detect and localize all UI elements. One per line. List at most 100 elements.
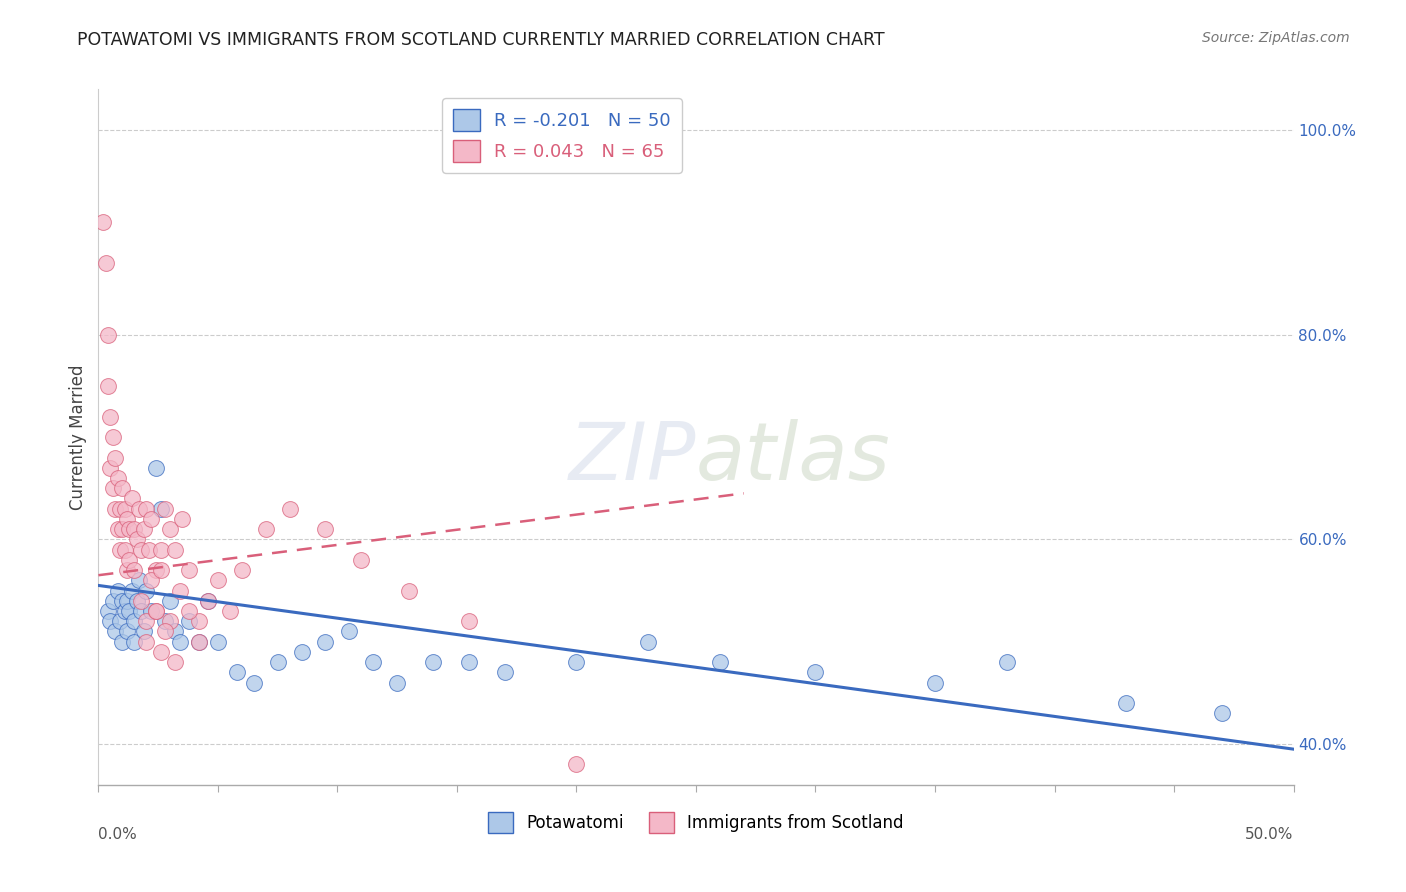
Point (104, 624, 127, 639)
Point (350, 553, 373, 567)
Point (159, 522, 181, 536)
Point (132, 624, 155, 639)
Point (197, 594, 219, 608)
Point (709, 655, 731, 669)
Point (149, 542, 172, 557)
Point (458, 614, 481, 628)
Point (267, 655, 290, 669)
Point (494, 665, 516, 680)
Point (115, 563, 138, 577)
Point (187, 614, 209, 628)
Point (254, 522, 277, 536)
Point (197, 594, 219, 608)
Point (145, 460, 167, 475)
Point (97, 327, 120, 342)
Point (149, 563, 172, 577)
Point (924, 675, 946, 690)
Point (111, 634, 134, 648)
Point (135, 501, 157, 516)
Point (565, 757, 588, 772)
Point (231, 563, 253, 577)
Point (458, 655, 481, 669)
Point (149, 645, 172, 659)
Point (118, 553, 141, 567)
Point (363, 655, 385, 669)
Point (637, 634, 659, 648)
Point (163, 655, 186, 669)
Point (385, 675, 409, 690)
Point (115, 512, 138, 526)
Y-axis label: Currently Married: Currently Married (69, 364, 87, 510)
Point (291, 645, 314, 659)
Point (565, 655, 588, 669)
Point (1211, 706, 1233, 721)
Point (169, 583, 191, 598)
Point (219, 604, 242, 618)
Point (159, 614, 181, 628)
Point (128, 501, 150, 516)
Text: POTAWATOMI VS IMMIGRANTS FROM SCOTLAND CURRENTLY MARRIED CORRELATION CHART: POTAWATOMI VS IMMIGRANTS FROM SCOTLAND C… (77, 31, 884, 49)
Point (315, 634, 337, 648)
Point (187, 634, 209, 648)
Point (163, 542, 186, 557)
Point (111, 594, 134, 608)
Point (98, 460, 122, 475)
Point (111, 481, 134, 495)
Point (339, 624, 361, 639)
Point (97, 604, 120, 618)
Point (159, 594, 181, 608)
Point (115, 624, 138, 639)
Point (101, 594, 124, 608)
Point (125, 533, 148, 547)
Legend: Potawatomi, Immigrants from Scotland: Potawatomi, Immigrants from Scotland (481, 805, 911, 839)
Point (135, 583, 157, 598)
Text: 50.0%: 50.0% (1246, 827, 1294, 842)
Text: atlas: atlas (696, 419, 891, 497)
Point (131, 604, 153, 618)
Point (145, 604, 167, 618)
Point (169, 634, 191, 648)
Point (149, 501, 172, 516)
Point (108, 614, 131, 628)
Point (155, 614, 177, 628)
Point (422, 655, 444, 669)
Point (131, 542, 153, 557)
Point (131, 594, 153, 608)
Point (94, 256, 117, 270)
Text: Source: ZipAtlas.com: Source: ZipAtlas.com (1202, 31, 1350, 45)
Point (187, 634, 209, 648)
Point (125, 594, 148, 608)
Text: 0.0%: 0.0% (98, 827, 138, 842)
Point (107, 522, 129, 536)
Point (114, 542, 136, 557)
Point (124, 522, 146, 536)
Point (155, 501, 177, 516)
Point (114, 501, 136, 516)
Point (135, 614, 157, 628)
Point (108, 501, 131, 516)
Point (118, 522, 141, 536)
Point (98, 409, 122, 424)
Point (243, 675, 266, 690)
Point (132, 522, 155, 536)
Point (124, 634, 146, 648)
Point (104, 450, 127, 465)
Point (101, 481, 124, 495)
Point (226, 665, 249, 680)
Point (995, 655, 1018, 669)
Point (179, 614, 201, 628)
Point (179, 604, 201, 618)
Point (804, 665, 827, 680)
Point (163, 624, 186, 639)
Point (91, 215, 114, 229)
Point (104, 501, 127, 516)
Point (207, 634, 229, 648)
Text: ZIP: ZIP (568, 419, 696, 497)
Point (121, 491, 143, 506)
Point (179, 563, 201, 577)
Point (97, 379, 120, 393)
Point (118, 604, 141, 618)
Point (107, 583, 129, 598)
Point (207, 574, 229, 588)
Point (128, 574, 150, 588)
